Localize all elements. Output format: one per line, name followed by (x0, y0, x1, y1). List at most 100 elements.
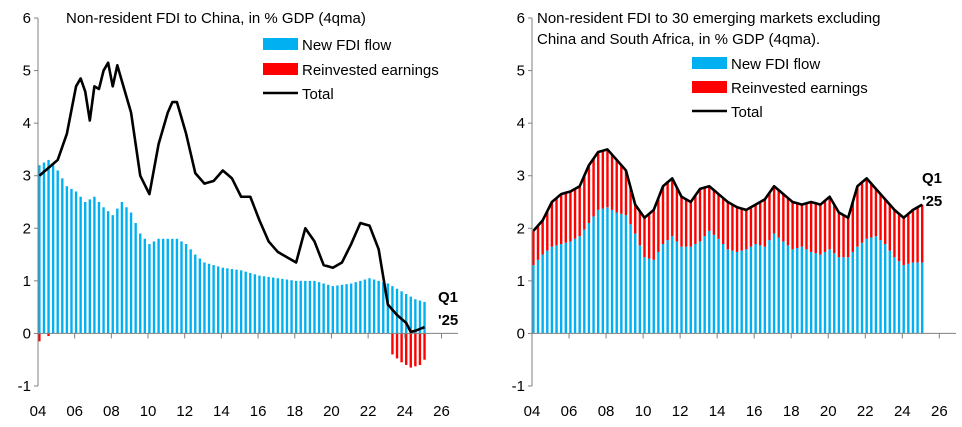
bar-new-fdi (921, 262, 924, 334)
bar-new-fdi (377, 280, 380, 334)
total-line-group (38, 61, 426, 334)
legend-label-new-fdi: New FDI flow (302, 37, 391, 54)
x-tick-label: 24 (894, 403, 911, 420)
bar-reinvested (856, 186, 859, 247)
bar-reinvested (796, 203, 799, 248)
x-tick-label: 18 (783, 403, 800, 420)
bar-new-fdi (689, 246, 692, 334)
bar-reinvested (395, 333, 399, 359)
bar-reinvested (615, 159, 618, 213)
bar-new-fdi (180, 241, 183, 334)
bar-new-fdi (856, 246, 859, 334)
bar-new-fdi (749, 246, 753, 334)
bar-reinvested (684, 199, 688, 247)
bar-reinvested (606, 149, 609, 208)
bar-new-fdi (596, 209, 600, 334)
total-line (532, 148, 923, 232)
bar-new-fdi (395, 288, 399, 334)
bar-new-fdi (207, 263, 211, 334)
y-tick-label: 1 (517, 273, 525, 290)
bar-new-fdi (911, 262, 915, 334)
legend-swatch-new-fdi (263, 38, 298, 50)
bar-reinvested (740, 208, 743, 251)
bar-new-fdi (860, 242, 864, 334)
bar-new-fdi (93, 196, 96, 334)
bar-new-fdi (56, 170, 59, 334)
bar-reinvested (754, 204, 757, 245)
bar-new-fdi (800, 246, 804, 334)
y-tick-label: 3 (517, 168, 525, 185)
bar-reinvested (870, 183, 873, 238)
bar-reinvested (805, 203, 808, 250)
bar-reinvested (708, 186, 711, 231)
bar-new-fdi (239, 270, 243, 334)
bar-new-fdi (916, 262, 919, 334)
bar-new-fdi (47, 159, 50, 334)
legend-label-reinvested: Reinvested earnings (302, 62, 439, 79)
annotation-q1: Q1 (438, 289, 458, 306)
bar-new-fdi (615, 212, 618, 334)
bar-reinvested (620, 165, 623, 214)
bar-new-fdi (290, 280, 293, 334)
bar-new-fdi (313, 280, 316, 334)
bar-reinvested (569, 191, 572, 242)
bar-new-fdi (120, 202, 124, 334)
bar-new-fdi (828, 249, 831, 334)
y-tick-label: 0 (23, 325, 31, 342)
bar-new-fdi (791, 249, 794, 334)
bar-new-fdi (212, 265, 215, 334)
bar-new-fdi (578, 236, 581, 334)
bar-new-fdi (870, 237, 873, 334)
bar-reinvested (624, 170, 628, 216)
bar-reinvested (550, 202, 554, 247)
bar-reinvested (846, 217, 850, 258)
bar-reinvested (536, 225, 540, 260)
bar-new-fdi (244, 271, 247, 334)
bar-reinvested (893, 209, 896, 258)
x-tick-label: 12 (672, 403, 689, 420)
bar-new-fdi (837, 257, 841, 334)
bar-reinvested (391, 333, 394, 355)
x-tick-label: 18 (286, 403, 303, 420)
bar-new-fdi (102, 207, 105, 334)
bar-new-fdi (569, 241, 572, 334)
bar-new-fdi (721, 244, 725, 334)
bar-new-fdi (638, 245, 642, 334)
bar-new-fdi (258, 275, 261, 334)
annotation-year: '25 (438, 312, 458, 329)
bar-new-fdi (532, 265, 535, 334)
bar-new-fdi (573, 238, 577, 334)
bar-reinvested (47, 333, 50, 337)
bar-reinvested (423, 333, 426, 360)
bar-reinvested (777, 190, 780, 238)
bar-reinvested (583, 175, 586, 230)
bar-new-fdi (88, 199, 91, 334)
bar-new-fdi (405, 294, 408, 334)
bar-reinvested (759, 202, 762, 246)
y-tick-label: 6 (517, 10, 525, 27)
bar-reinvested (921, 204, 924, 263)
bar-new-fdi (731, 250, 734, 334)
bar-new-fdi (694, 244, 697, 334)
bar-reinvested (782, 194, 785, 242)
bar-new-fdi (888, 250, 892, 334)
bar-new-fdi (698, 241, 702, 334)
bar-new-fdi (902, 265, 905, 334)
chart-title: Non-resident FDI to China, in % GDP (4qm… (66, 10, 366, 27)
bar-new-fdi (735, 251, 739, 334)
chart-title-line-1: Non-resident FDI to 30 emerging markets … (537, 10, 881, 27)
bar-new-fdi (194, 254, 197, 334)
bar-new-fdi (294, 280, 298, 334)
bar-new-fdi (171, 238, 174, 334)
x-tick-label: 06 (561, 403, 578, 420)
bar-reinvested (532, 230, 535, 266)
x-tick-label: 24 (396, 403, 413, 420)
bar-reinvested (647, 213, 651, 259)
bar-new-fdi (684, 246, 688, 334)
bar-new-fdi (759, 245, 762, 334)
bar-new-fdi (322, 283, 325, 334)
bar-new-fdi (51, 165, 55, 334)
bar-reinvested (578, 186, 581, 237)
